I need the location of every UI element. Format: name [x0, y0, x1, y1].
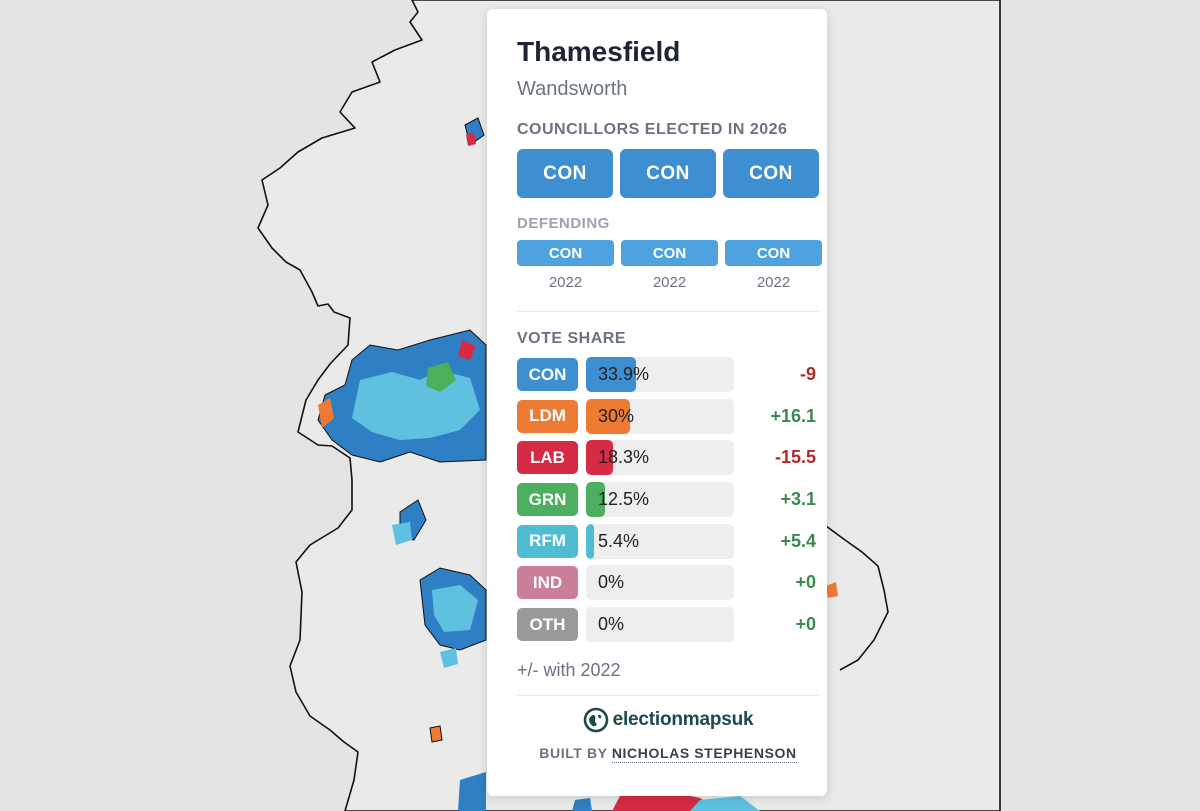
divider: [517, 695, 819, 697]
ward-info-panel: Thamesfield Wandsworth COUNCILLORS ELECT…: [487, 9, 827, 796]
share-bar-fill: [586, 482, 605, 518]
elected-seat: CON: [723, 149, 819, 198]
share-label: 12.5%: [598, 489, 650, 510]
share-change: -9: [799, 364, 816, 384]
share-change: +5.4: [780, 530, 816, 551]
share-change: +3.1: [780, 489, 816, 510]
share-bar-fill: [586, 357, 637, 392]
share-bar-fill: [586, 440, 614, 476]
party-badge: LAB: [517, 441, 578, 475]
built-by-line: BUILT BY NICHOLAS STEPHENSON: [517, 745, 819, 764]
vote-row-oth: OTH 0% +0: [517, 607, 819, 643]
defending-year: 2022: [756, 274, 791, 291]
east-coast: [825, 525, 889, 671]
share-bar-track: 18.3%: [586, 440, 734, 476]
defending-seats: CON 2022 CON 2022 CON 2022: [517, 240, 822, 291]
share-bar-track: 30%: [586, 398, 734, 434]
defending-party: CON: [621, 240, 718, 266]
elected-seat: CON: [620, 149, 716, 198]
defending-title: DEFENDING: [517, 215, 610, 232]
ward-name: Thamesfield: [517, 36, 681, 67]
defending-seat: CON 2022: [621, 240, 718, 291]
globe-logo-icon: [583, 707, 608, 733]
elected-title: COUNCILLORS ELECTED IN 2026: [517, 121, 788, 138]
change-note: +/- with 2022: [517, 660, 621, 681]
share-change: +16.1: [770, 405, 816, 426]
share-bar-fill: [586, 523, 594, 559]
share-label: 0%: [598, 614, 625, 635]
brand[interactable]: electionmapsuk: [517, 707, 819, 733]
vote-share-rows: CON 33.9% -9 LDM 30% +16.1 LAB 18.3% -15.5 GRN 12.…: [517, 357, 819, 643]
party-badge: CON: [517, 358, 578, 391]
share-label: 0%: [598, 572, 625, 593]
share-bar-fill: [586, 398, 631, 434]
vote-row-lab: LAB 18.3% -15.5: [517, 440, 819, 476]
defending-seat: CON 2022: [517, 240, 614, 291]
defending-seat: CON 2022: [725, 240, 822, 291]
share-change: +0: [795, 572, 816, 593]
share-bar-track: 12.5%: [586, 482, 734, 518]
built-by-label: BUILT BY: [539, 745, 608, 762]
party-badge: RFM: [517, 524, 578, 558]
council-name: Wandsworth: [517, 78, 628, 100]
defending-party: CON: [517, 240, 614, 266]
party-badge: LDM: [517, 399, 578, 433]
defending-year: 2022: [548, 274, 583, 291]
share-label: 5.4%: [598, 530, 640, 551]
share-label: 33.9%: [598, 364, 650, 384]
defending-party: CON: [725, 240, 822, 266]
share-bar-track: 5.4%: [586, 523, 734, 559]
party-badge: OTH: [517, 608, 578, 642]
party-badge: IND: [517, 566, 578, 600]
vote-row-con: CON 33.9% -9: [517, 357, 819, 392]
vote-row-grn: GRN 12.5% +3.1: [517, 482, 819, 518]
author-link[interactable]: NICHOLAS STEPHENSON: [611, 745, 797, 764]
vote-share-title: VOTE SHARE: [517, 330, 627, 347]
elected-seat: CON: [517, 149, 613, 198]
elected-seats: CON CON CON: [517, 149, 819, 198]
defending-year: 2022: [652, 274, 687, 291]
share-bar-track: 33.9%: [586, 357, 734, 392]
share-label: 18.3%: [598, 447, 650, 468]
brand-name: electionmapsuk: [612, 709, 754, 731]
vote-row-ldm: LDM 30% +16.1: [517, 398, 819, 434]
share-bar-track: 0%: [586, 565, 734, 601]
vote-row-ind: IND 0% +0: [517, 565, 819, 601]
divider: [517, 311, 819, 312]
ward-clusters: [317, 117, 838, 811]
party-badge: GRN: [517, 483, 578, 517]
share-change: +0: [795, 614, 816, 635]
share-bar-track: 0%: [586, 607, 734, 643]
vote-row-rfm: RFM 5.4% +5.4: [517, 523, 819, 559]
share-change: -15.5: [774, 447, 816, 468]
share-label: 30%: [598, 405, 635, 426]
